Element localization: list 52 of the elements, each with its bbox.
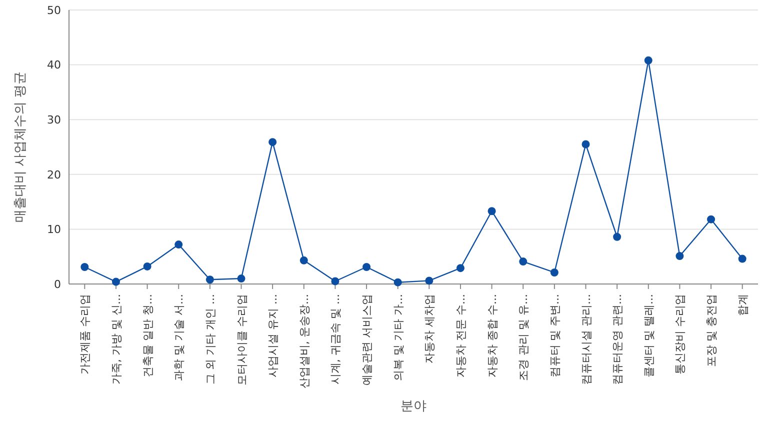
x-tick-label: 건축물 일반 청... [141,294,154,378]
x-tick-label: 포장 및 충전업 [705,294,718,367]
x-tick-label: 컴퓨터시설 관리... [580,294,593,385]
x-tick-label: 조경 관리 및 유... [517,294,530,381]
point [206,276,214,284]
point [644,56,652,64]
x-tick-label: 자동차 전문 수... [454,294,468,378]
y-tick-label: 10 [47,223,61,236]
point [268,138,277,146]
point [456,264,464,272]
point [550,268,558,276]
x-tick-label: 의복 및 기타 가... [392,294,405,381]
x-tick-label: 그 외 기타 개인 ... [204,294,217,384]
x-tick-label: 합계 [736,294,750,316]
x-tick-label: 콜센터 및 텔레... [642,294,656,378]
point [519,258,528,266]
y-tick-label: 50 [47,4,61,17]
x-tick-label: 가죽, 가방 및 신... [110,294,123,384]
point [707,215,716,224]
y-tick-label: 0 [54,278,61,291]
x-tick-label: 모터사이클 수리업 [235,294,248,386]
x-tick-label: 가전제품 수리업 [78,294,92,374]
x-tick-label: 컴퓨터 및 주변... [548,294,562,378]
x-tick-label: 예술관련 서비스업 [360,294,374,386]
x-tick-label: 과학 및 기술 서... [172,294,186,381]
point [300,256,308,264]
point [582,140,590,148]
point [112,278,120,286]
point [676,252,684,260]
point [425,276,434,285]
x-tick-label: 산업설비, 운송장... [298,294,311,388]
point [362,263,371,272]
x-tick-label: 시계, 귀금속 및 ... [329,294,342,384]
point [331,277,340,286]
point [613,232,622,241]
y-tick-label: 40 [47,58,61,72]
x-tick-label: 컴퓨터운영 관련... [611,294,624,385]
x-tick-label: 사업시설 유지 ... [266,294,280,378]
y-tick-label: 30 [47,113,61,126]
point [488,207,496,216]
y-tick-label: 20 [47,168,61,182]
x-axis-title: 분야 [400,399,426,414]
point [143,262,152,270]
x-tick-label: 통신장비 수리업 [674,294,687,374]
y-axis-title: 매출대비 사업체수의 평균 [13,71,28,223]
x-tick-label: 자동차 세차업 [423,294,436,364]
point [738,254,746,263]
point [394,278,402,286]
point [174,240,183,249]
x-tick-label: 자동차 종합 수... [486,294,499,378]
point [80,263,89,272]
point [237,274,246,283]
